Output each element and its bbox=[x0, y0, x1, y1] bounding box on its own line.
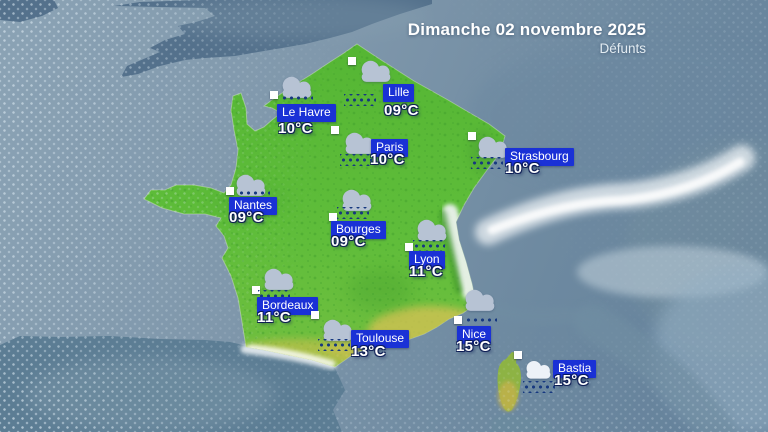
rain-drops bbox=[281, 95, 313, 101]
city-label: Bastia bbox=[553, 360, 597, 378]
date-title: Dimanche 02 novembre 2025 bbox=[407, 20, 647, 39]
city-marker bbox=[270, 91, 278, 99]
city-temp: 11°C bbox=[257, 309, 291, 326]
rain-drops bbox=[318, 339, 350, 351]
city-label: Nantes bbox=[229, 197, 278, 215]
city-label: Bourges bbox=[331, 221, 386, 239]
city-temp: 10°C bbox=[370, 151, 405, 168]
rain-drops bbox=[340, 154, 372, 166]
rain-cloud-icon bbox=[458, 285, 502, 315]
rain-drops bbox=[238, 190, 270, 196]
city-label: Lille bbox=[383, 84, 415, 102]
holiday-subtitle: Défunts bbox=[599, 41, 646, 56]
city-marker bbox=[514, 351, 522, 359]
city-marker bbox=[405, 243, 413, 251]
city-temp: 09°C bbox=[331, 233, 366, 250]
rain-drops bbox=[344, 94, 376, 106]
city-label: Bordeaux bbox=[257, 297, 319, 315]
city-label: Strasbourg bbox=[505, 148, 574, 166]
rain-cloud-icon bbox=[520, 357, 557, 382]
rain-drops bbox=[471, 157, 503, 169]
city-marker bbox=[226, 187, 234, 195]
city-label: Paris bbox=[371, 139, 409, 157]
city-label: Nice bbox=[457, 326, 492, 344]
sardinia-island bbox=[490, 415, 551, 432]
city-temp: 09°C bbox=[229, 209, 264, 226]
rain-drops bbox=[465, 317, 497, 323]
rain-drops bbox=[523, 381, 555, 393]
city-temp: 10°C bbox=[505, 160, 540, 177]
city-marker bbox=[348, 57, 356, 65]
city-temp: 10°C bbox=[278, 120, 313, 137]
ireland-region bbox=[0, 0, 58, 22]
city-temp: 15°C bbox=[554, 372, 589, 389]
city-marker bbox=[329, 213, 337, 221]
city-temp: 11°C bbox=[409, 263, 443, 280]
city-marker bbox=[331, 126, 339, 134]
city-label: Lyon bbox=[409, 251, 445, 269]
city-label: Le Havre bbox=[277, 104, 336, 122]
city-label: Toulouse bbox=[351, 330, 410, 348]
rain-cloud-icon bbox=[354, 56, 398, 86]
city-temp: 15°C bbox=[456, 338, 491, 355]
rain-drops bbox=[413, 240, 445, 252]
city-marker bbox=[252, 286, 260, 294]
city-marker bbox=[454, 316, 462, 324]
city-temp: 13°C bbox=[351, 343, 386, 360]
city-marker bbox=[311, 311, 319, 319]
rain-drops bbox=[337, 207, 369, 219]
broadcast-header: Dimanche 02 novembre 2025 Défunts bbox=[402, 20, 652, 56]
city-marker bbox=[468, 132, 476, 140]
city-temp: 09°C bbox=[384, 102, 419, 119]
